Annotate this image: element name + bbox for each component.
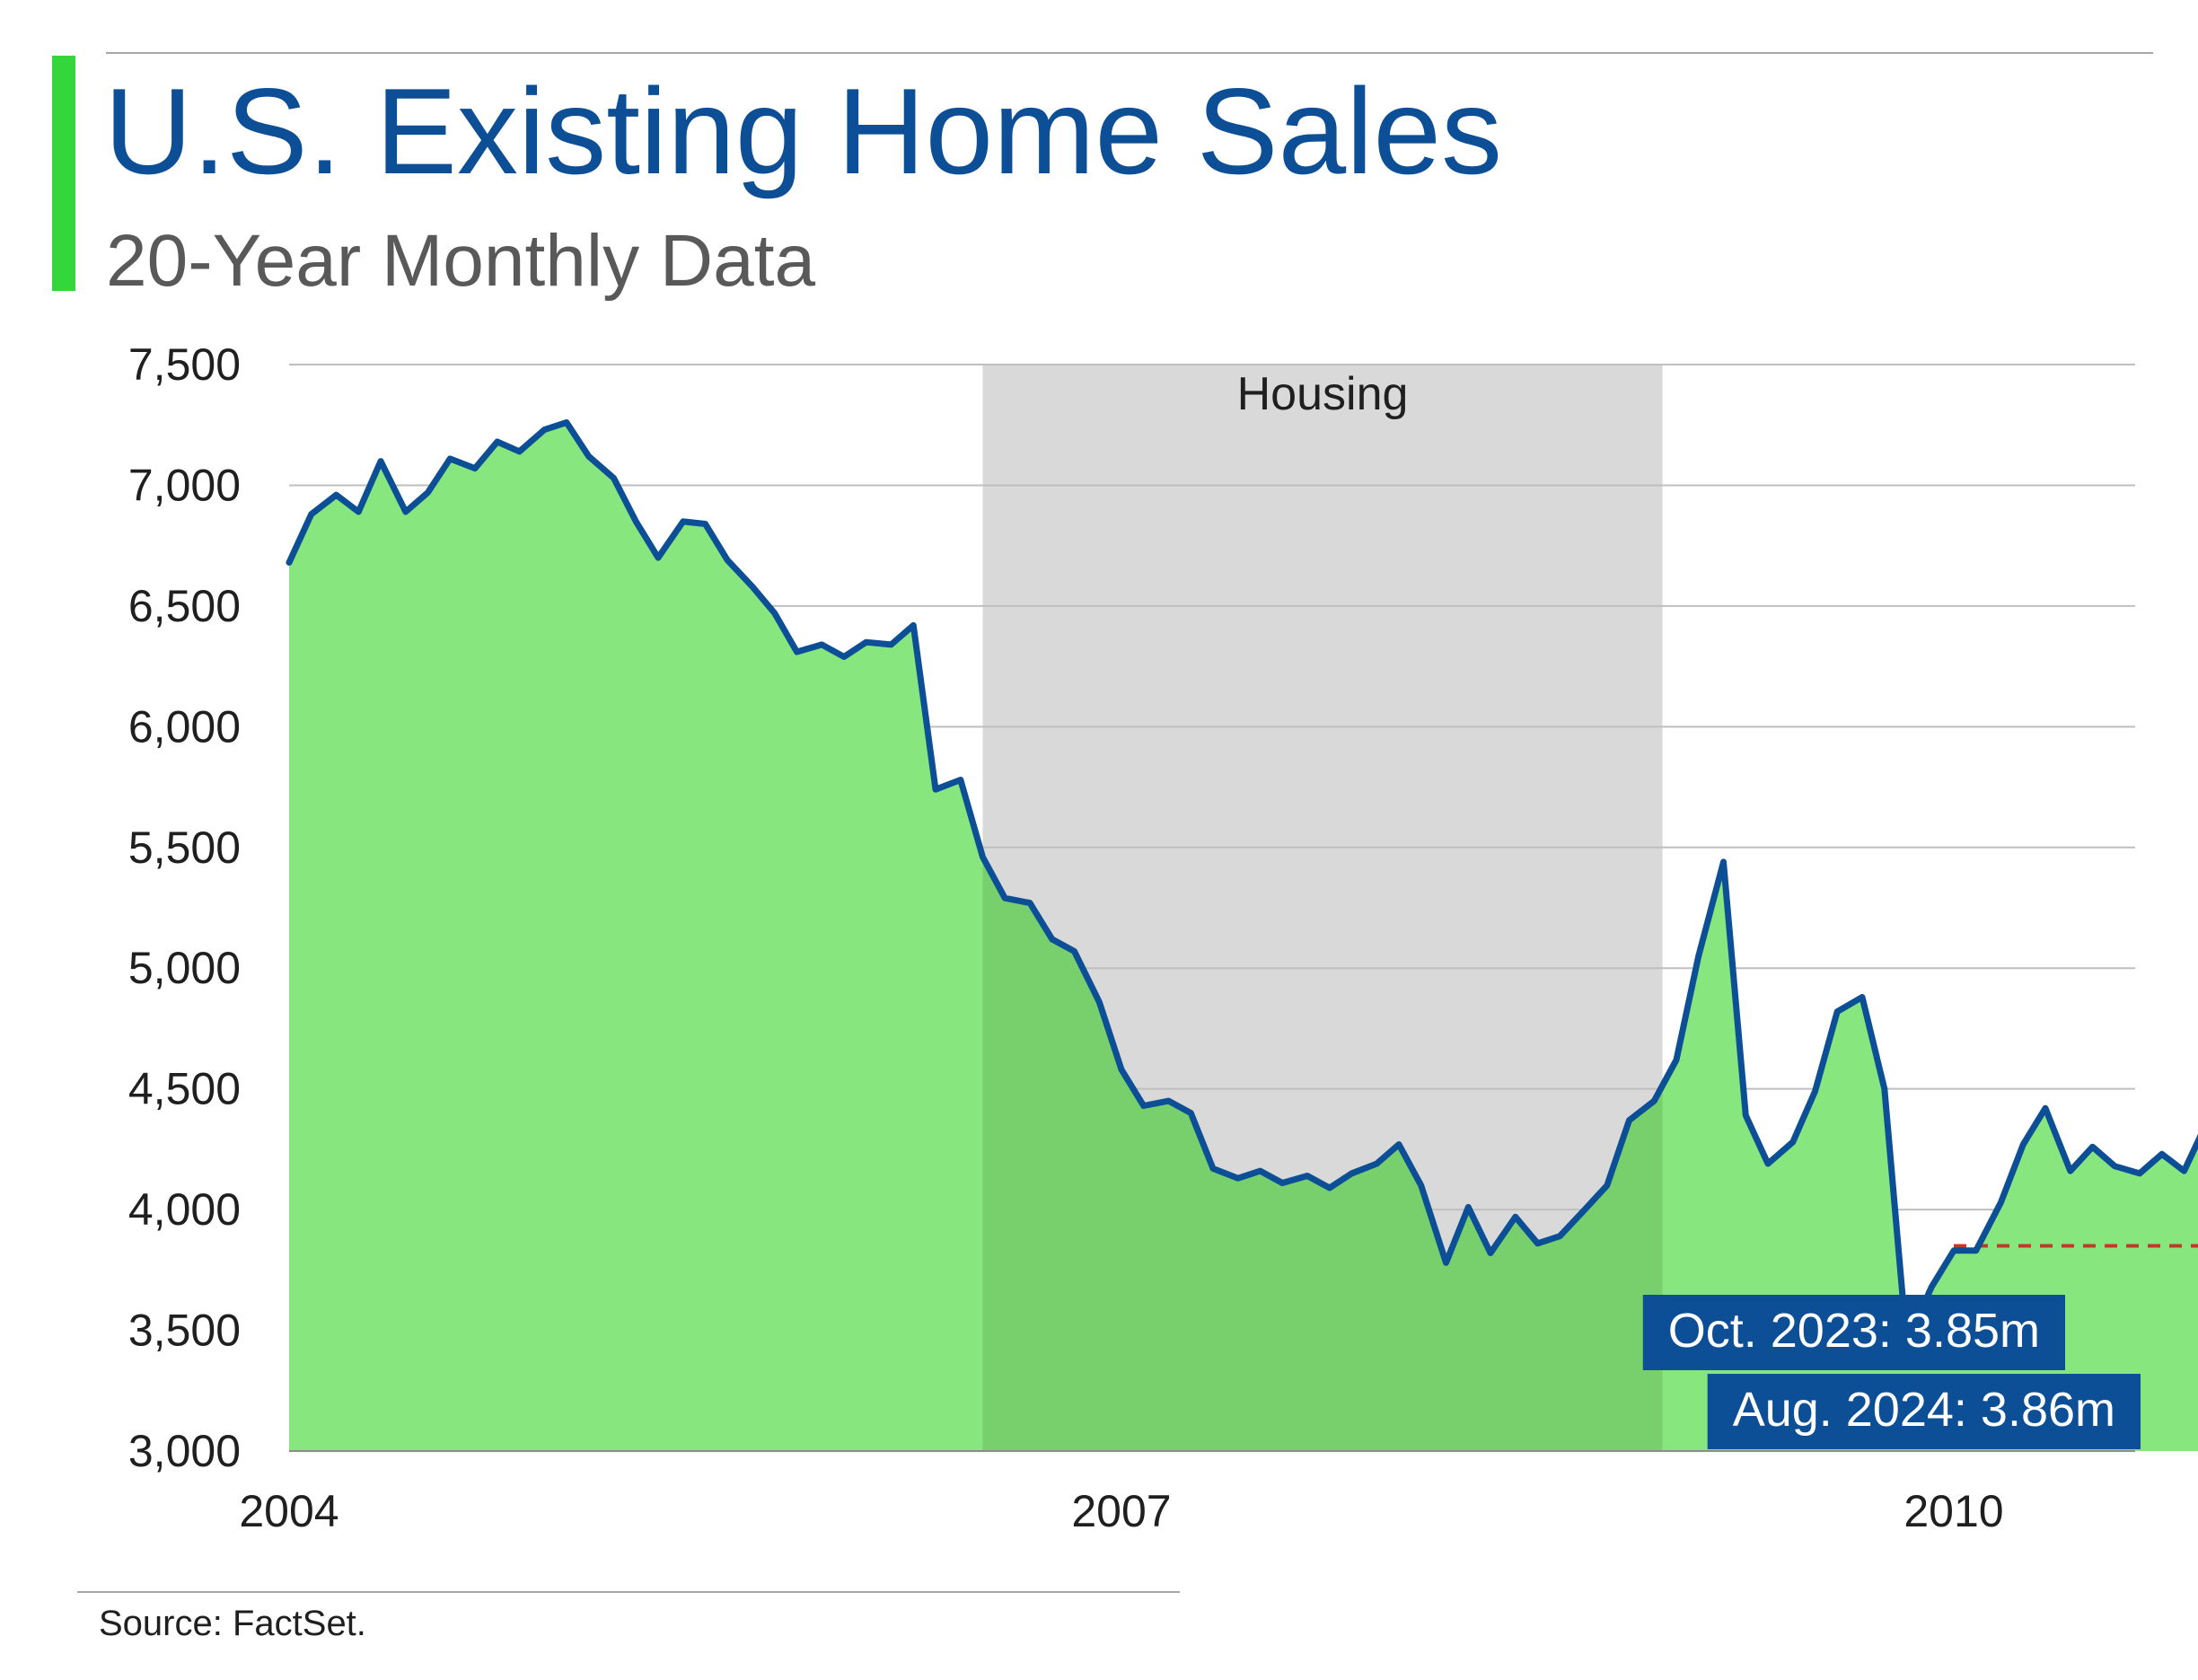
x-tick-label: 2010 [1903,1486,2003,1536]
annotation-label: Aug. 2024: 3.86m [1733,1383,2115,1437]
y-tick-label: 3,500 [128,1306,241,1356]
bottom-rule [77,1591,1180,1593]
annotation-callout: Aug. 2024: 3.86m [1707,1374,2141,1449]
source-note: Source: FactSet. [99,1604,366,1643]
series-line [286,419,2198,1346]
title-accent-bar [52,56,75,291]
x-tick-label: 2004 [239,1486,338,1536]
y-tick-label: 7,000 [128,460,241,510]
y-tick-label: 7,500 [128,339,241,390]
annotation-box [1642,1295,2065,1370]
chart-title: U.S. Existing Home Sales [104,63,1503,199]
annotation-callout: Oct. 2023: 3.85m [1642,1295,2065,1370]
y-tick-label: 3,000 [128,1426,241,1476]
y-tick-label: 6,000 [128,701,241,752]
shaded-period-label: Housing [1237,368,1409,420]
annotation-label: Oct. 2023: 3.85m [1668,1304,2040,1358]
y-tick-label: 4,000 [128,1184,241,1235]
top-rule [106,52,2153,54]
y-tick-label: 4,500 [128,1064,241,1114]
annotation-box [1707,1374,2141,1449]
y-tick-label: 5,500 [128,822,241,873]
x-tick-label: 2007 [1071,1486,1171,1536]
y-tick-label: 5,000 [128,943,241,993]
area-fill-shaded [982,857,1663,1451]
y-tick-label: 6,500 [128,581,241,631]
chart-subtitle: 20-Year Monthly Data [106,220,816,302]
area-fill [289,422,2198,1451]
